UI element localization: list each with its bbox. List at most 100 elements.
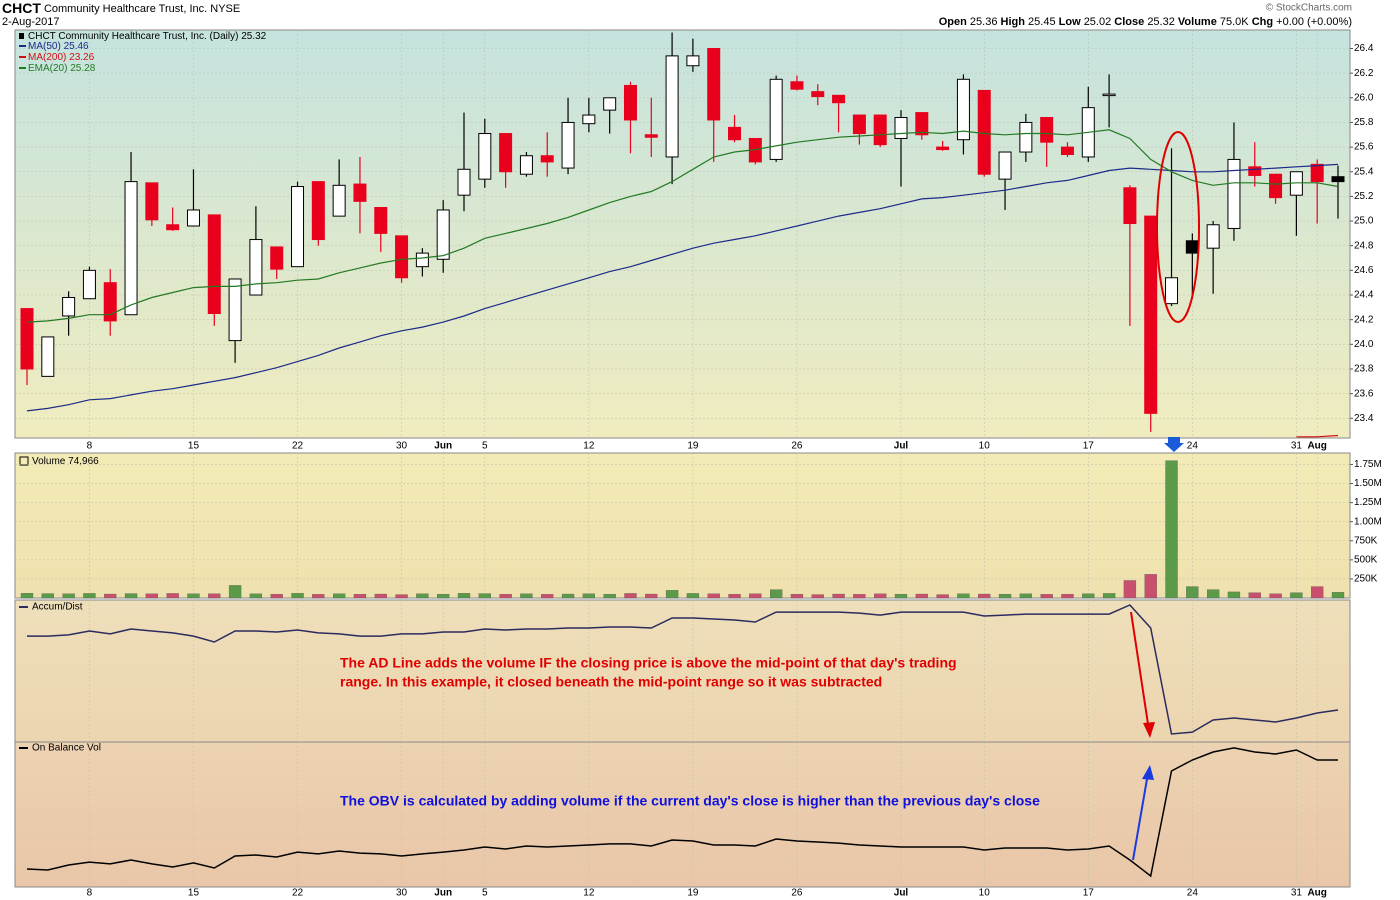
volume-bar <box>457 593 471 599</box>
date: 2-Aug-2017 <box>2 16 60 28</box>
y-tick-label: 24.6 <box>1354 265 1374 276</box>
y-tick-label: 23.8 <box>1354 364 1374 375</box>
volume-bar <box>41 593 54 599</box>
candle-body <box>1227 158 1241 229</box>
volume-bar <box>894 594 908 599</box>
candle-body <box>977 89 991 175</box>
volume-bar <box>1165 460 1178 599</box>
x-tick-label: 24 <box>1187 441 1199 452</box>
volume-bar <box>291 593 304 599</box>
volume-bar <box>1102 593 1116 599</box>
quote-value: 25.02 <box>1084 16 1112 28</box>
ad-annotation: The AD Line adds the volume IF the closi… <box>340 655 957 671</box>
y-tick-label: 500K <box>1354 554 1378 565</box>
candle-body <box>124 181 138 316</box>
x-tick-label: Aug <box>1307 441 1326 452</box>
candle-body <box>311 181 325 241</box>
x-tick-label: 8 <box>87 888 93 899</box>
ad-label: Accum/Dist <box>32 602 83 613</box>
volume-bar <box>998 594 1012 599</box>
volume-bar <box>83 593 96 599</box>
x-tick-label: 31 <box>1291 888 1303 899</box>
candle-body <box>374 206 388 234</box>
volume-bar <box>520 593 533 599</box>
candle-body <box>82 269 96 300</box>
y-tick-label: 24.4 <box>1354 290 1374 301</box>
x-tick-label: 24 <box>1187 888 1199 899</box>
y-tick-label: 26.4 <box>1354 43 1374 54</box>
volume-bar <box>270 594 283 599</box>
x-tick-label: Jun <box>434 441 452 452</box>
legend-name: MA(50) <box>28 41 61 52</box>
candle-body <box>603 97 617 111</box>
highlight-ellipse <box>1156 131 1200 323</box>
volume-bar <box>1144 574 1157 599</box>
legend-value: 25.28 <box>70 63 95 74</box>
candle-body <box>894 117 908 139</box>
x-tick-label: 8 <box>87 441 93 452</box>
y-tick-label: 25.0 <box>1354 216 1374 227</box>
candle-body <box>62 296 76 317</box>
quote-value: 25.32 <box>1147 16 1175 28</box>
candle-body <box>1060 146 1074 155</box>
quote-label: Low <box>1059 16 1081 28</box>
y-tick-label: 1.25M <box>1354 497 1382 508</box>
candle-body <box>186 209 200 227</box>
candle-body <box>873 114 887 146</box>
red-arrowhead <box>1143 722 1155 738</box>
candle-body <box>1185 240 1199 254</box>
volume-bar <box>603 594 616 599</box>
y-tick-label: 250K <box>1354 574 1378 585</box>
volume-bar <box>686 593 700 599</box>
obv-pane <box>14 741 1351 888</box>
candle-body <box>790 81 804 90</box>
ticker: CHCT <box>2 0 41 16</box>
volume-bar <box>624 593 637 599</box>
x-tick-label: 5 <box>482 441 488 452</box>
volume-bar <box>561 593 575 599</box>
quote-label: Chg <box>1252 16 1273 28</box>
volume-bar <box>166 593 179 599</box>
x-tick-label: 5 <box>482 888 488 899</box>
x-tick-label: 10 <box>979 441 991 452</box>
quote-label: Close <box>1114 16 1144 28</box>
legend-value: 23.26 <box>69 52 94 63</box>
volume-bar <box>20 593 34 599</box>
candle-body <box>769 78 783 160</box>
down-arrow <box>1164 437 1184 452</box>
x-tick-label: 22 <box>292 888 304 899</box>
y-tick-label: 24.0 <box>1354 339 1374 350</box>
x-tick-label: 10 <box>979 888 991 899</box>
volume-bar <box>1061 594 1074 599</box>
x-tick-label: 26 <box>791 888 803 899</box>
candle-body <box>1040 117 1054 143</box>
quote-label: Open <box>939 16 967 28</box>
candle-body <box>519 155 533 175</box>
volume-bar <box>62 593 75 599</box>
x-tick-label: 17 <box>1083 441 1095 452</box>
ticker: CHCT <box>28 31 56 42</box>
x-tick-label: 12 <box>583 441 595 452</box>
volume-bar <box>1082 593 1095 599</box>
candle-body <box>998 151 1012 180</box>
candle-body <box>728 126 742 141</box>
x-tick-label: Jun <box>434 888 452 899</box>
legend-name: MA(200) <box>28 52 66 63</box>
legend-icon <box>19 456 29 466</box>
last-close: 25.32 <box>241 31 266 42</box>
y-tick-label: 25.6 <box>1354 142 1374 153</box>
volume-bar <box>374 593 387 599</box>
legend-icon <box>19 33 24 39</box>
candle-body <box>249 239 263 296</box>
volume-bar <box>228 585 242 599</box>
volume-bar <box>478 593 491 599</box>
company: Community Healthcare Trust, Inc. <box>44 3 207 15</box>
volume-bar <box>208 593 221 599</box>
x-tick-label: 30 <box>396 441 408 452</box>
candle-body <box>852 114 866 135</box>
y-tick-label: 26.2 <box>1354 68 1374 79</box>
x-tick-label: 12 <box>583 888 595 899</box>
candle-body <box>1206 224 1220 249</box>
candle-body <box>166 224 180 231</box>
x-tick-label: 30 <box>396 888 408 899</box>
